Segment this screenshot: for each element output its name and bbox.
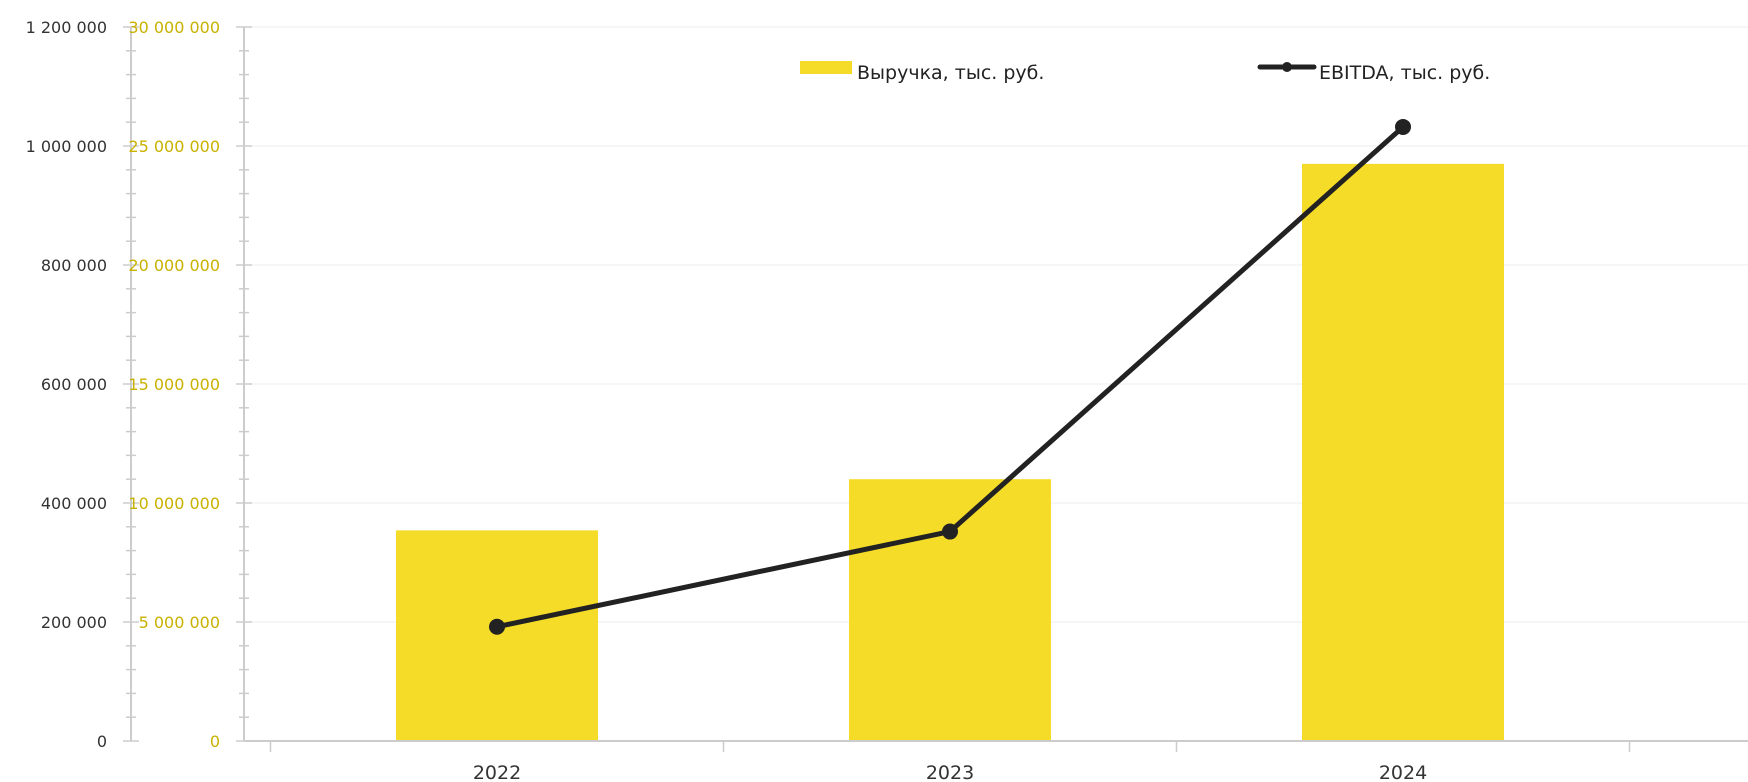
right-tick-label: 5 000 000 bbox=[139, 613, 220, 632]
legend: Выручка, тыс. руб. EBITDA, тыс. руб. bbox=[800, 61, 1490, 84]
x-tick-label: 2024 bbox=[1379, 762, 1427, 782]
right-y-axis: 0 5 000 000 10 000 000 15 000 000 20 000 000… bbox=[128, 18, 252, 751]
ebitda-point-2024[interactable] bbox=[1395, 118, 1412, 135]
revenue-bar-2022[interactable] bbox=[396, 530, 598, 741]
left-tick-label: 400 000 bbox=[41, 494, 107, 513]
revenue-bars bbox=[396, 163, 1505, 742]
right-tick-label: 15 000 000 bbox=[128, 375, 220, 394]
left-tick-label: 600 000 bbox=[41, 375, 107, 394]
left-tick-label: 1 000 000 bbox=[26, 137, 107, 156]
revenue-bar-2023[interactable] bbox=[849, 479, 1052, 741]
right-tick-label: 25 000 000 bbox=[128, 137, 220, 156]
ebitda-point-2023[interactable] bbox=[942, 523, 959, 540]
x-tick-label: 2023 bbox=[926, 762, 974, 782]
right-tick-label: 30 000 000 bbox=[128, 18, 220, 37]
legend-label-ebitda: EBITDA, тыс. руб. bbox=[1319, 62, 1490, 84]
legend-marker-ebitda bbox=[1282, 62, 1292, 72]
ebitda-line-series bbox=[489, 118, 1412, 635]
right-tick-label: 20 000 000 bbox=[128, 256, 220, 275]
left-tick-label: 800 000 bbox=[41, 256, 107, 275]
left-tick-label: 200 000 bbox=[41, 613, 107, 632]
ebitda-point-2022[interactable] bbox=[489, 618, 505, 635]
left-tick-label: 0 bbox=[97, 732, 107, 751]
x-tick-label: 2022 bbox=[473, 762, 521, 782]
right-tick-label: 10 000 000 bbox=[128, 494, 220, 513]
x-axis: 2022 2023 2024 bbox=[244, 740, 1748, 782]
revenue-bar-2024[interactable] bbox=[1302, 163, 1505, 742]
left-tick-label: 1 200 000 bbox=[26, 18, 107, 37]
legend-label-revenue: Выручка, тыс. руб. bbox=[857, 62, 1044, 84]
left-y-axis: 0 200 000 400 000 600 000 800 000 1 000 000 1 … bbox=[26, 18, 139, 751]
legend-item-ebitda[interactable]: EBITDA, тыс. руб. bbox=[1257, 62, 1490, 84]
legend-item-revenue[interactable]: Выручка, тыс. руб. bbox=[800, 61, 1044, 84]
right-tick-label: 0 bbox=[210, 732, 220, 751]
legend-swatch-revenue bbox=[800, 61, 852, 74]
